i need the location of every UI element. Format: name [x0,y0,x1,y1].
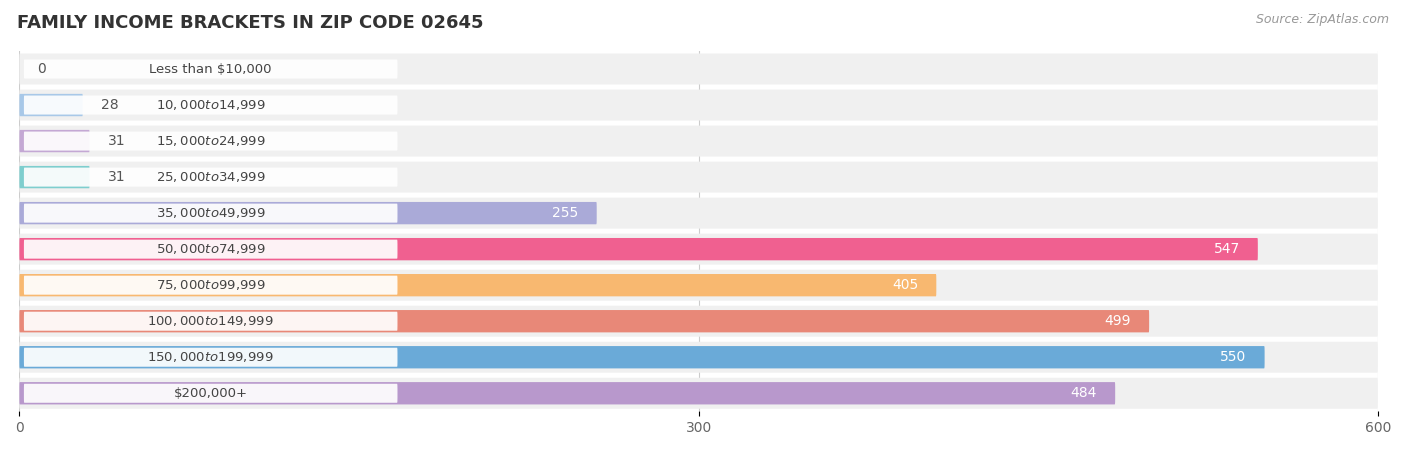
FancyBboxPatch shape [20,126,1378,157]
Text: 31: 31 [108,170,125,184]
FancyBboxPatch shape [20,306,1378,337]
Text: 255: 255 [553,206,579,220]
Text: 28: 28 [101,98,118,112]
Text: FAMILY INCOME BRACKETS IN ZIP CODE 02645: FAMILY INCOME BRACKETS IN ZIP CODE 02645 [17,14,484,32]
Text: 405: 405 [891,278,918,292]
FancyBboxPatch shape [20,238,1258,260]
Text: $200,000+: $200,000+ [174,387,247,400]
Text: 499: 499 [1105,314,1130,328]
FancyBboxPatch shape [24,59,398,78]
FancyBboxPatch shape [24,95,398,115]
Text: $10,000 to $14,999: $10,000 to $14,999 [156,98,266,112]
FancyBboxPatch shape [20,94,83,116]
Text: 0: 0 [38,62,46,76]
Text: $150,000 to $199,999: $150,000 to $199,999 [148,350,274,364]
FancyBboxPatch shape [24,312,398,331]
FancyBboxPatch shape [20,234,1378,265]
FancyBboxPatch shape [24,167,398,187]
FancyBboxPatch shape [20,378,1378,409]
Text: 484: 484 [1071,386,1097,400]
FancyBboxPatch shape [24,384,398,403]
FancyBboxPatch shape [20,54,1378,85]
Text: 550: 550 [1220,350,1247,364]
FancyBboxPatch shape [24,204,398,223]
FancyBboxPatch shape [20,90,1378,121]
FancyBboxPatch shape [20,274,936,297]
Text: $100,000 to $149,999: $100,000 to $149,999 [148,314,274,328]
FancyBboxPatch shape [24,276,398,295]
FancyBboxPatch shape [20,310,1149,333]
FancyBboxPatch shape [20,382,1115,405]
FancyBboxPatch shape [20,162,1378,193]
Text: Less than $10,000: Less than $10,000 [149,63,271,76]
Text: $75,000 to $99,999: $75,000 to $99,999 [156,278,266,292]
Text: Source: ZipAtlas.com: Source: ZipAtlas.com [1256,14,1389,27]
FancyBboxPatch shape [20,166,90,188]
FancyBboxPatch shape [24,240,398,259]
FancyBboxPatch shape [20,346,1264,369]
FancyBboxPatch shape [20,270,1378,301]
FancyBboxPatch shape [24,131,398,151]
Text: 547: 547 [1213,242,1240,256]
FancyBboxPatch shape [20,342,1378,373]
Text: $50,000 to $74,999: $50,000 to $74,999 [156,242,266,256]
FancyBboxPatch shape [20,202,596,224]
FancyBboxPatch shape [20,130,90,152]
Text: $25,000 to $34,999: $25,000 to $34,999 [156,170,266,184]
Text: $15,000 to $24,999: $15,000 to $24,999 [156,134,266,148]
FancyBboxPatch shape [20,198,1378,229]
Text: 31: 31 [108,134,125,148]
FancyBboxPatch shape [24,348,398,367]
Text: $35,000 to $49,999: $35,000 to $49,999 [156,206,266,220]
